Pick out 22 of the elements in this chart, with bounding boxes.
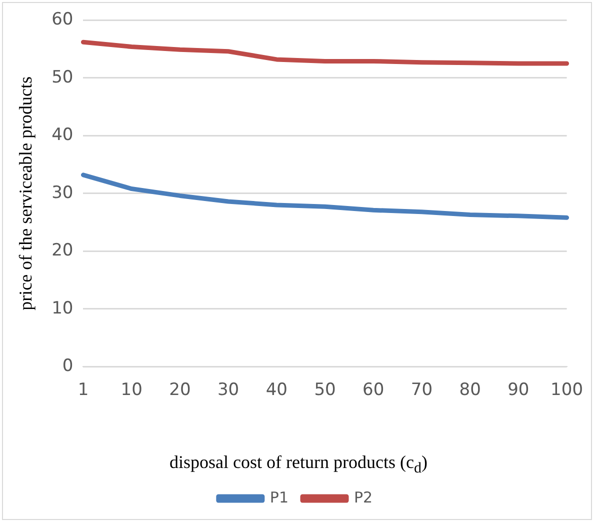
y-tick-label: 40 <box>52 125 74 146</box>
x-tick-label: 80 <box>459 380 481 400</box>
y-tick-label: 10 <box>52 298 74 318</box>
x-tick-label: 40 <box>266 380 288 400</box>
y-axis-title: price of the serviceable products <box>16 76 36 310</box>
x-tick-label: 100 <box>550 380 584 400</box>
x-tick-label: 20 <box>169 380 191 400</box>
y-tick-label: 30 <box>52 182 74 203</box>
x-tick-label: 90 <box>508 380 530 400</box>
x-tick-label: 1 <box>78 380 89 400</box>
x-tick-label: 70 <box>410 380 433 400</box>
x-axis-title: disposal cost of return products (c$_{d}$) <box>168 452 428 478</box>
y-tick-label: 20 <box>52 240 74 261</box>
x-tick-label: 10 <box>120 380 142 400</box>
y-tick-label: 60 <box>52 10 74 30</box>
x-tick-label: 60 <box>362 380 384 400</box>
y-tick-label: 0 <box>62 356 74 376</box>
legend-label: P1 <box>270 488 289 506</box>
y-tick-label: 50 <box>52 67 74 88</box>
legend-label: P2 <box>354 488 373 506</box>
x-tick-label: 30 <box>217 380 240 400</box>
x-tick-label: 50 <box>314 380 336 400</box>
